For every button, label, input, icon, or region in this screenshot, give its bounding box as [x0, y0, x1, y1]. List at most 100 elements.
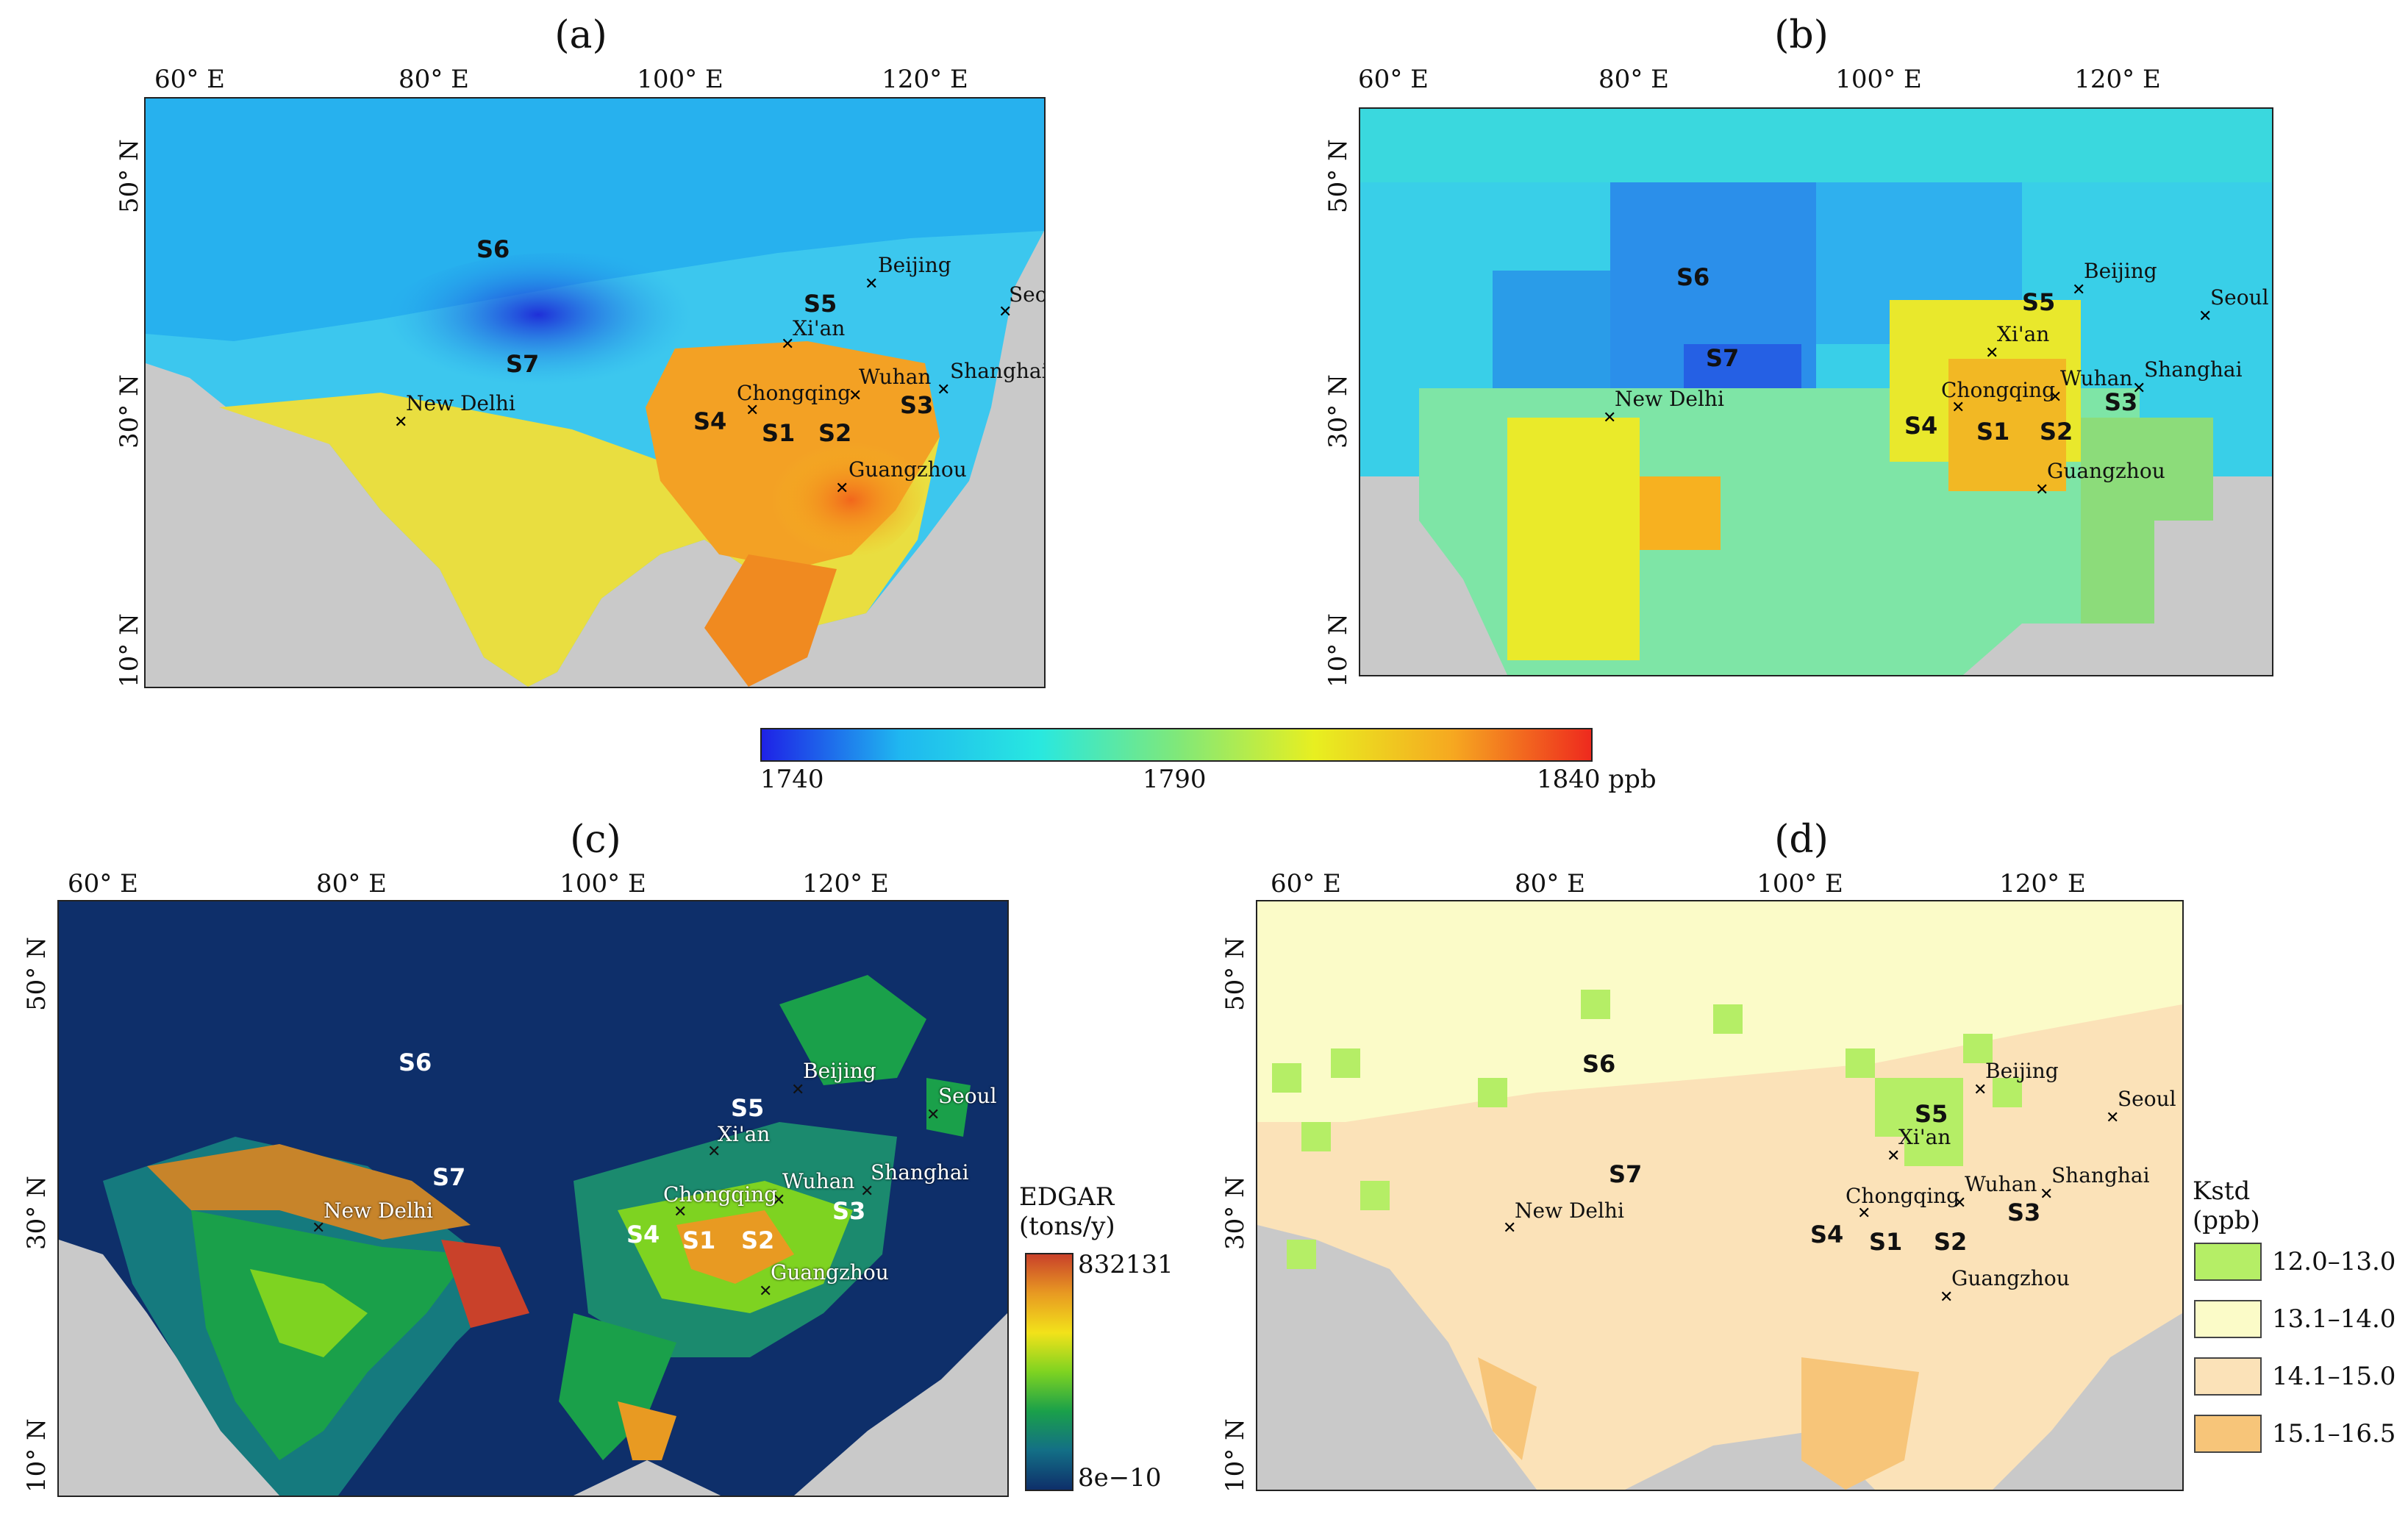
methane-map-a-graphic [146, 99, 1044, 687]
city-marker-new-delhi-c: ✕ [312, 1219, 326, 1237]
city-marker-beijing-b: ✕ [2072, 281, 2086, 299]
city-marker-chongqing-c: ✕ [674, 1203, 687, 1221]
kstd-legend-swatch-1 [2194, 1243, 2262, 1281]
panel-label-c: (c) [570, 818, 621, 862]
city-marker-guangzhou-d: ✕ [1940, 1288, 1954, 1307]
city-marker-seoul-a: ✕ [998, 303, 1012, 321]
kstd-legend: 12.0–13.0 13.1–14.0 14.1–15.0 15.1–16.5 [2194, 1243, 2407, 1493]
lat-tick-50-b: 50° N [1323, 139, 1353, 213]
region-s1-a: S1 [762, 419, 796, 447]
region-s6-a: S6 [476, 235, 510, 263]
kstd-legend-label-1: 12.0–13.0 [2272, 1247, 2396, 1276]
lat-tick-10: 10° N [115, 613, 144, 687]
city-marker-seoul-b: ✕ [2198, 307, 2212, 326]
city-xian-c: Xi'an [718, 1122, 771, 1146]
lon-tick-100-d: 100° E [1757, 869, 1843, 898]
edgar-emission-map-graphic [59, 901, 1007, 1496]
lat-tick-50-d: 50° N [1221, 937, 1250, 1011]
kstd-legend-label-4: 15.1–16.5 [2272, 1419, 2396, 1448]
city-beijing-c: Beijing [803, 1059, 876, 1083]
panel-label-d: (d) [1774, 818, 1829, 862]
city-new-delhi-b: New Delhi [1615, 387, 1724, 411]
lon-tick-100-c: 100° E [560, 869, 646, 898]
region-s4-b: S4 [1904, 412, 1938, 440]
lon-tick-120-b: 120° E [2074, 65, 2161, 94]
panel-label-a: (a) [554, 13, 607, 57]
city-marker-guangzhou-a: ✕ [835, 479, 849, 498]
lon-tick-80-b: 80° E [1598, 65, 1669, 94]
city-marker-shanghai-c: ✕ [860, 1182, 874, 1201]
region-s2-d: S2 [1934, 1228, 1968, 1256]
kstd-legend-swatch-2 [2194, 1300, 2262, 1338]
lat-tick-30-b: 30° N [1323, 374, 1353, 449]
city-marker-xian-c: ✕ [707, 1143, 721, 1161]
panel-label-b: (b) [1774, 13, 1829, 57]
region-s3-c: S3 [832, 1197, 866, 1225]
kstd-legend-swatch-4 [2194, 1415, 2262, 1453]
city-marker-beijing-a: ✕ [865, 275, 879, 293]
lon-tick-80: 80° E [399, 65, 469, 94]
city-shanghai-d: Shanghai [2051, 1163, 2150, 1187]
lon-tick-60-b: 60° E [1358, 65, 1429, 94]
city-wuhan-c: Wuhan [782, 1169, 855, 1193]
city-wuhan-a: Wuhan [859, 365, 932, 389]
colorbar-max-label: 1840 ppb [1537, 765, 1657, 794]
colorbar-gradient [760, 728, 1593, 762]
lat-tick-50: 50° N [115, 139, 144, 213]
city-marker-wuhan-c: ✕ [772, 1191, 786, 1210]
city-marker-seoul-c: ✕ [926, 1106, 940, 1124]
lat-tick-10-b: 10° N [1323, 613, 1353, 687]
region-s2-a: S2 [818, 419, 852, 447]
city-marker-wuhan-a: ✕ [848, 387, 862, 405]
kstd-legend-title: Kstd (ppb) [2193, 1176, 2260, 1235]
lon-tick-100-b: 100° E [1835, 65, 1922, 94]
region-s3-b: S3 [2104, 388, 2138, 416]
city-marker-wuhan-b: ✕ [2048, 388, 2062, 407]
methane-map-b: S6 S7 S5 S4 S1 S2 S3 ✕ Beijing ✕ Seoul ✕… [1359, 107, 2273, 676]
city-chongqing-c: Chongqing [663, 1182, 778, 1207]
city-new-delhi-d: New Delhi [1515, 1198, 1624, 1223]
region-s5-c: S5 [731, 1094, 765, 1122]
edgar-min-label: 8e−10 [1078, 1463, 1162, 1493]
city-guangzhou-a: Guangzhou [848, 457, 967, 482]
city-beijing-b: Beijing [2084, 259, 2157, 283]
city-marker-beijing-c: ✕ [791, 1081, 805, 1099]
colorbar-mid-label: 1790 [1143, 765, 1207, 794]
region-s6-b: S6 [1676, 263, 1710, 291]
city-marker-xian-d: ✕ [1887, 1147, 1901, 1165]
city-marker-xian-a: ✕ [781, 335, 795, 354]
lat-tick-30-d: 30° N [1221, 1176, 1250, 1250]
lon-tick-100: 100° E [637, 65, 724, 94]
region-s3-a: S3 [900, 391, 934, 419]
region-s2-c: S2 [741, 1226, 775, 1254]
methane-map-a: S6 S7 S5 S4 S1 S2 S3 ✕ Beijing ✕ Seoul ✕… [144, 97, 1046, 688]
city-seoul-a: Seoul [1009, 282, 1044, 307]
edgar-legend-title: EDGAR (tons/y) [1019, 1182, 1115, 1241]
kstd-legend-title-line2: (ppb) [2193, 1206, 2260, 1235]
city-wuhan-d: Wuhan [1965, 1172, 2037, 1196]
region-s7-d: S7 [1609, 1160, 1643, 1188]
city-marker-beijing-d: ✕ [1973, 1081, 1987, 1099]
kstd-map: S6 S7 S5 S4 S1 S2 S3 ✕ Beijing ✕ Seoul ✕… [1256, 900, 2184, 1491]
city-marker-shanghai-d: ✕ [2040, 1185, 2054, 1204]
city-marker-new-delhi-b: ✕ [1603, 409, 1617, 427]
region-s7-b: S7 [1706, 344, 1740, 372]
city-marker-shanghai-a: ✕ [937, 381, 951, 399]
city-marker-shanghai-b: ✕ [2132, 379, 2146, 398]
region-s1-b: S1 [1976, 418, 2010, 446]
edgar-colorbar [1025, 1253, 1073, 1491]
region-s3-d: S3 [2007, 1198, 2041, 1226]
city-marker-seoul-d: ✕ [2106, 1109, 2120, 1127]
kstd-legend-label-3: 14.1–15.0 [2272, 1362, 2396, 1391]
city-seoul-b: Seoul [2210, 285, 2269, 310]
lon-tick-60-c: 60° E [68, 869, 138, 898]
lon-tick-60-d: 60° E [1271, 869, 1341, 898]
region-s7-a: S7 [506, 350, 540, 378]
city-shanghai-b: Shanghai [2144, 357, 2243, 382]
city-marker-xian-b: ✕ [1985, 344, 1999, 362]
lat-tick-30-c: 30° N [22, 1176, 51, 1250]
region-s4-d: S4 [1810, 1221, 1844, 1248]
lon-tick-80-d: 80° E [1515, 869, 1585, 898]
city-beijing-a: Beijing [878, 253, 951, 277]
lat-tick-10-c: 10° N [22, 1418, 51, 1493]
